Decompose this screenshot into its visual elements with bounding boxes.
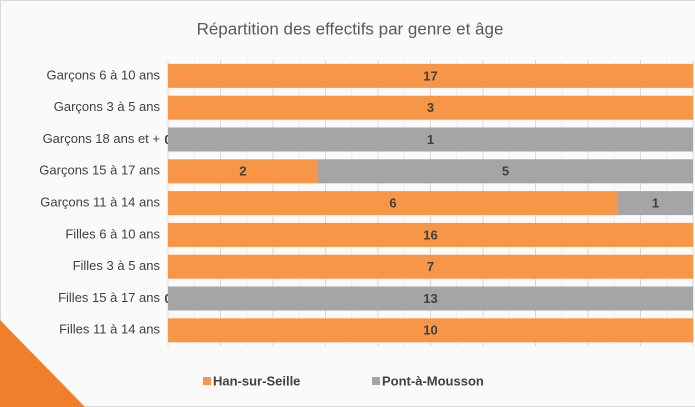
- y-tick-label: Garçons 6 à 10 ans: [47, 67, 161, 82]
- y-tick-label: Garçons 15 à 17 ans: [39, 163, 160, 178]
- legend: Han-sur-Seille Pont-à-Mousson: [203, 373, 484, 388]
- y-tick-label: Filles 15 à 17 ans: [58, 290, 160, 305]
- bar-segment: [318, 159, 693, 184]
- y-tick-label: Garçons 3 à 5 ans: [54, 99, 161, 114]
- data-label: 6: [389, 196, 396, 211]
- data-label: 10: [423, 323, 437, 338]
- bar-segment: [618, 191, 693, 216]
- bar-segment: [168, 222, 693, 247]
- y-tick-label: Filles 11 à 14 ans: [59, 322, 160, 337]
- data-label: 7: [427, 259, 434, 274]
- data-label: 13: [423, 291, 437, 306]
- bar-segment: [168, 95, 693, 120]
- bar-segment: [168, 318, 693, 343]
- bar-segment: [168, 127, 693, 152]
- bar-segment: [168, 286, 693, 311]
- data-label: 1: [652, 196, 659, 211]
- y-tick-label: Garçons 18 ans et +: [43, 131, 160, 146]
- data-label: 3: [427, 100, 434, 115]
- y-tick-label: Filles 6 à 10 ans: [65, 226, 160, 241]
- data-label: 5: [502, 164, 509, 179]
- corner-decoration: [0, 320, 85, 407]
- y-tick-label: Filles 3 à 5 ans: [73, 258, 161, 273]
- bar-segment: [168, 159, 318, 184]
- legend-swatch: [203, 377, 211, 385]
- y-tick-label: Garçons 11 à 14 ans: [40, 195, 160, 210]
- data-label: 17: [423, 68, 437, 83]
- legend-swatch: [372, 377, 380, 385]
- bar-segment: [168, 191, 618, 216]
- data-label: 16: [423, 227, 437, 242]
- legend-label: Pont-à-Mousson: [382, 373, 484, 388]
- bar-segment: [168, 254, 693, 279]
- legend-label: Han-sur-Seille: [213, 373, 300, 388]
- data-label: 2: [239, 164, 246, 179]
- data-label: 1: [427, 132, 434, 147]
- bar-segment: [168, 63, 693, 88]
- chart-title: Répartition des effectifs par genre et â…: [197, 19, 504, 38]
